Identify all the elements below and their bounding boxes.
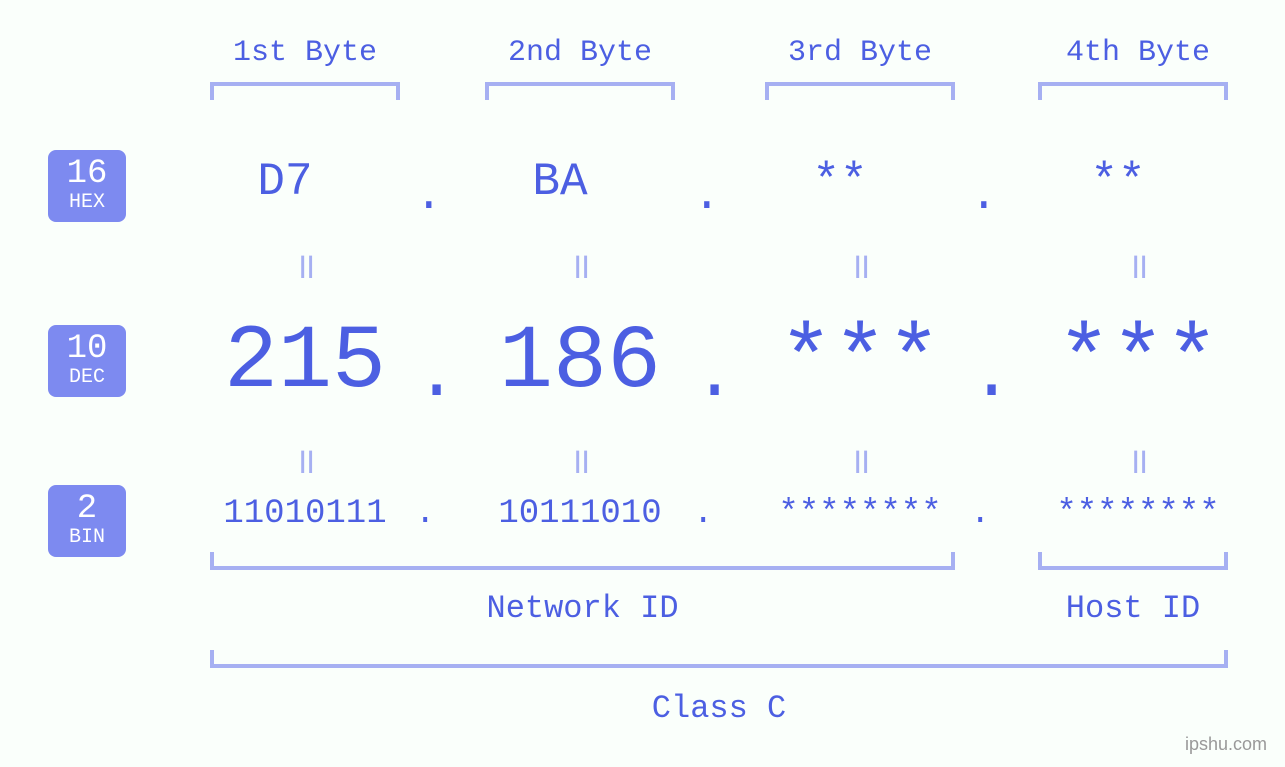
host-id-bracket [1038, 552, 1228, 570]
eq-decbin-4: ॥ [1018, 435, 1258, 484]
watermark: ipshu.com [1185, 734, 1267, 755]
bin-byte-2: 10111010 [460, 495, 700, 533]
top-bracket-4 [1038, 82, 1228, 100]
eq-hexdec-1: ॥ [185, 240, 425, 289]
bin-dot-1: . [415, 495, 435, 533]
network-id-label: Network ID [210, 590, 955, 627]
top-bracket-2 [485, 82, 675, 100]
dec-dot-3: . [970, 335, 1013, 417]
bin-byte-3: ******** [740, 495, 980, 533]
eq-decbin-3: ॥ [740, 435, 980, 484]
byte-header-4: 4th Byte [1018, 36, 1258, 70]
eq-hexdec-2: ॥ [460, 240, 700, 289]
hex-badge: 16 HEX [48, 150, 126, 222]
class-bracket [210, 650, 1228, 668]
eq-decbin-2: ॥ [460, 435, 700, 484]
class-label: Class C [210, 690, 1228, 727]
byte-header-2: 2nd Byte [460, 36, 700, 70]
dec-byte-3: *** [740, 312, 980, 414]
dec-badge: 10 DEC [48, 325, 126, 397]
dec-badge-num: 10 [48, 331, 126, 367]
bin-dot-2: . [693, 495, 713, 533]
bin-badge-sub: BIN [48, 527, 126, 549]
bin-badge-num: 2 [48, 491, 126, 527]
bin-byte-4: ******** [1018, 495, 1258, 533]
hex-badge-num: 16 [48, 156, 126, 192]
hex-dot-2: . [693, 170, 721, 222]
hex-byte-2: BA [460, 156, 660, 208]
hex-dot-1: . [415, 170, 443, 222]
hex-badge-sub: HEX [48, 192, 126, 214]
dec-byte-2: 186 [460, 312, 700, 414]
byte-header-1: 1st Byte [185, 36, 425, 70]
hex-byte-3: ** [740, 156, 940, 208]
dec-byte-4: *** [1018, 312, 1258, 414]
hex-byte-1: D7 [185, 156, 385, 208]
dec-dot-1: . [415, 335, 458, 417]
eq-hexdec-4: ॥ [1018, 240, 1258, 289]
hex-dot-3: . [970, 170, 998, 222]
bin-byte-1: 11010111 [185, 495, 425, 533]
top-bracket-1 [210, 82, 400, 100]
network-id-bracket [210, 552, 955, 570]
dec-byte-1: 215 [185, 312, 425, 414]
eq-decbin-1: ॥ [185, 435, 425, 484]
dec-dot-2: . [693, 335, 736, 417]
top-bracket-3 [765, 82, 955, 100]
hex-byte-4: ** [1018, 156, 1218, 208]
bin-badge: 2 BIN [48, 485, 126, 557]
eq-hexdec-3: ॥ [740, 240, 980, 289]
bin-dot-3: . [970, 495, 990, 533]
dec-badge-sub: DEC [48, 367, 126, 389]
host-id-label: Host ID [1038, 590, 1228, 627]
byte-header-3: 3rd Byte [740, 36, 980, 70]
